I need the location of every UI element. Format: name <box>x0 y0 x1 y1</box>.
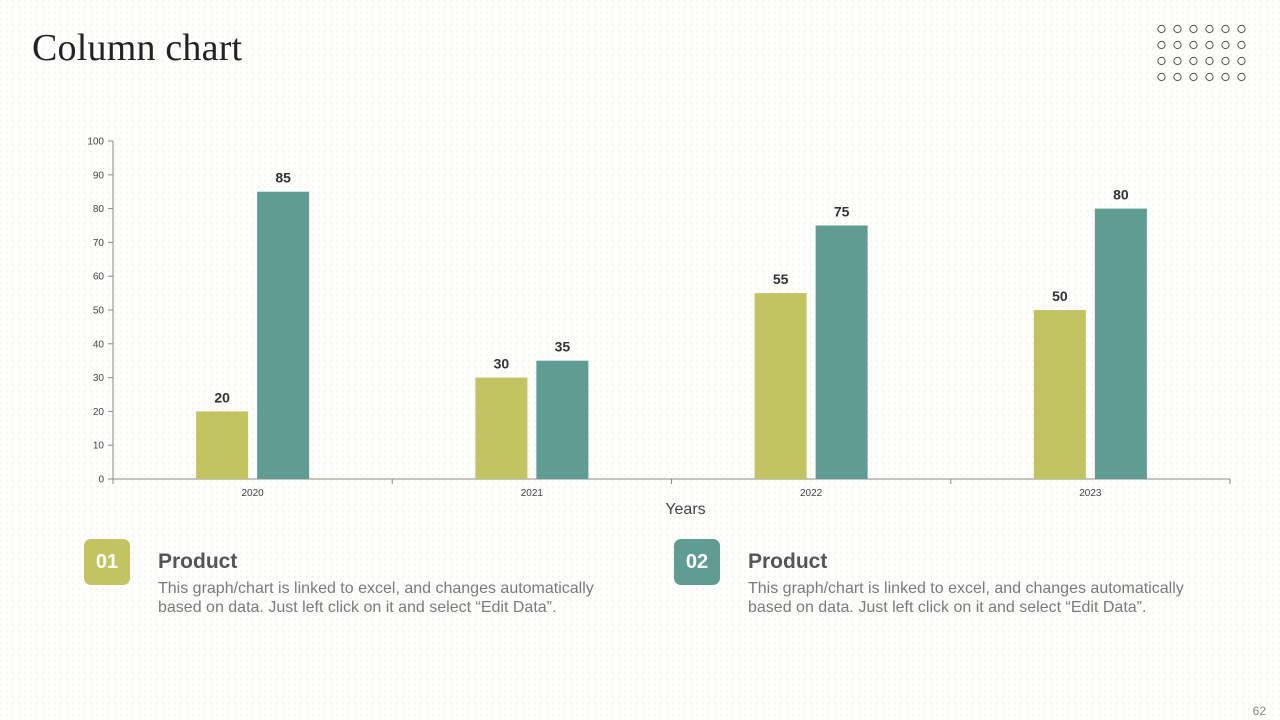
decorative-dot <box>1173 24 1182 34</box>
dot-grid-circles <box>1157 24 1246 82</box>
x-tick-label: 2020 <box>242 488 265 499</box>
y-tick-label: 50 <box>93 306 105 317</box>
decorative-dot <box>1205 72 1214 82</box>
y-tick-label: 30 <box>93 373 105 384</box>
data-label: 20 <box>214 389 230 405</box>
card-description-01: This graph/chart is linked to excel, and… <box>158 580 594 616</box>
bar-2021-series-2 <box>536 360 589 479</box>
y-tick-label: 90 <box>93 170 105 181</box>
chart-axes: 0 10 20 30 40 50 60 70 80 90 100 2020 2021 2022 2023 Ye… <box>87 137 1231 518</box>
decorative-dot <box>1221 40 1230 50</box>
x-axis-title: Years <box>665 501 705 518</box>
data-label: 80 <box>1113 187 1129 203</box>
y-tick-label: 20 <box>93 407 105 418</box>
card-title-01: Product <box>158 550 238 573</box>
decorative-dot <box>1205 40 1214 50</box>
y-tick-label: 0 <box>98 475 104 486</box>
decorative-dot <box>1237 24 1246 34</box>
y-tick-label: 60 <box>93 272 105 283</box>
chart-bars <box>196 191 1147 479</box>
y-tick-label: 40 <box>93 339 105 350</box>
chart-labels: 20 85 30 35 55 75 50 80 <box>214 170 1129 406</box>
decorative-dot <box>1221 24 1230 34</box>
page-title: Column chart <box>32 27 243 69</box>
x-tick-label: 2021 <box>521 488 544 499</box>
decorative-dot <box>1157 56 1166 66</box>
x-tick-label: 2023 <box>1079 488 1102 499</box>
x-tick-label: 2022 <box>800 488 823 499</box>
data-label: 35 <box>555 339 571 355</box>
data-label: 50 <box>1052 288 1068 304</box>
decorative-dot <box>1173 40 1182 50</box>
bar-2023-series-2 <box>1094 208 1147 479</box>
card-badge-01: 01 <box>84 539 130 585</box>
decorative-dot <box>1237 40 1246 50</box>
page-number: 62 <box>1252 704 1266 718</box>
bar-2020-series-2 <box>257 191 310 479</box>
decorative-dot <box>1157 24 1166 34</box>
bar-2021-series-1 <box>475 377 528 479</box>
bar-2022-series-1 <box>754 293 807 479</box>
card-description-02: This graph/chart is linked to excel, and… <box>748 580 1184 616</box>
decorative-dot <box>1237 72 1246 82</box>
decorative-dot <box>1221 56 1230 66</box>
card-badge-02: 02 <box>674 539 720 585</box>
decorative-dot <box>1173 72 1182 82</box>
decorative-dot <box>1237 56 1246 66</box>
data-label: 55 <box>773 271 789 287</box>
decorative-dot <box>1189 56 1198 66</box>
y-tick-label: 10 <box>93 441 105 452</box>
decorative-dot <box>1205 24 1214 34</box>
data-label: 75 <box>834 204 850 220</box>
decorative-dot <box>1189 40 1198 50</box>
decorative-dot <box>1189 72 1198 82</box>
y-tick-label: 70 <box>93 238 105 249</box>
card-title-02: Product <box>748 550 828 573</box>
bar-2023-series-1 <box>1033 310 1086 479</box>
decorative-dot-grid <box>1157 24 1246 82</box>
decorative-dot <box>1173 56 1182 66</box>
column-chart: 0 10 20 30 40 50 60 70 80 90 100 2020 2021 2022 2023 Ye… <box>87 137 1231 518</box>
decorative-dot <box>1157 40 1166 50</box>
decorative-dot <box>1205 56 1214 66</box>
decorative-dot <box>1189 24 1198 34</box>
data-label: 30 <box>494 356 510 372</box>
y-tick-label: 100 <box>87 137 104 148</box>
bar-2020-series-1 <box>196 411 249 479</box>
decorative-dot <box>1157 72 1166 82</box>
decorative-dot <box>1221 72 1230 82</box>
data-label: 85 <box>275 170 291 186</box>
y-tick-label: 80 <box>93 204 105 215</box>
bar-2022-series-2 <box>815 225 868 479</box>
